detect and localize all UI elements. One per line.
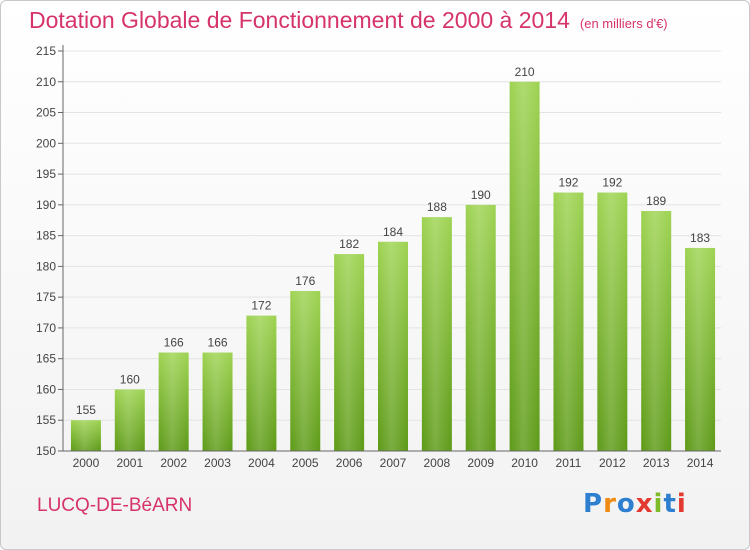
x-tick-label: 2005 (292, 456, 319, 470)
y-tick-label: 195 (36, 167, 56, 181)
chart-title-text: Dotation Globale de Fonctionnement de 20… (29, 7, 570, 33)
logo-letter: i (653, 489, 664, 519)
y-tick-label: 170 (36, 321, 56, 335)
chart-subtitle: (en milliers d'€) (579, 16, 668, 31)
bar-highlight (465, 204, 496, 451)
logo-letter: P (583, 489, 604, 519)
y-tick-label: 185 (36, 229, 56, 243)
bar-value-label: 190 (471, 188, 491, 202)
bar-highlight (421, 217, 452, 451)
y-tick-label: 205 (36, 106, 56, 120)
bar-highlight (70, 420, 101, 451)
logo-letter: i (676, 489, 687, 519)
bar-value-label: 166 (208, 336, 228, 350)
bar-value-label: 155 (76, 403, 96, 417)
y-tick-label: 150 (36, 444, 56, 458)
bar-value-label: 192 (602, 176, 622, 190)
y-tick-label: 210 (36, 75, 56, 89)
bar-value-label: 183 (690, 231, 710, 245)
x-tick-label: 2002 (160, 456, 187, 470)
x-tick-label: 2007 (380, 456, 407, 470)
bar-highlight (685, 247, 716, 451)
bar-highlight (597, 192, 628, 452)
bar-value-label: 189 (646, 194, 666, 208)
bar-highlight (290, 291, 321, 451)
bar-value-label: 176 (295, 274, 315, 288)
y-tick-label: 200 (36, 136, 56, 150)
axes (62, 45, 721, 452)
logo-letter: r (603, 489, 617, 519)
x-tick-label: 2011 (556, 456, 582, 470)
proxiti-logo[interactable]: Proxiti (583, 489, 687, 519)
y-tick-label: 165 (36, 352, 56, 366)
bar-highlight (509, 81, 540, 452)
x-tick-label: 2004 (248, 456, 275, 470)
bar-value-label: 210 (515, 65, 535, 79)
y-tick-label: 155 (36, 413, 56, 427)
y-tick-label: 215 (36, 44, 56, 58)
y-tick-label: 190 (36, 198, 56, 212)
bar-highlight (158, 352, 189, 451)
bar-highlight (553, 192, 584, 452)
bar-value-label: 188 (427, 200, 447, 214)
logo-letter: t (663, 489, 677, 519)
x-tick-label: 2000 (73, 456, 100, 470)
bar-value-label: 166 (164, 336, 184, 350)
x-tick-label: 2009 (467, 456, 494, 470)
bar-highlight (246, 315, 277, 451)
bar-highlight (378, 241, 408, 451)
x-tick-label: 2014 (687, 456, 714, 470)
x-axis-ticks: 2000 2001 2002 2003 2004 2005 2006 2007 2008 2009… (73, 456, 714, 470)
y-axis-ticks: 150 155 160 165 170 175 180 185 190 195 200 205 210 2… (36, 44, 63, 458)
bar-value-label: 182 (339, 237, 359, 251)
y-tick-label: 180 (36, 259, 56, 273)
y-tick-label: 175 (36, 290, 56, 304)
bar-highlight (641, 211, 672, 451)
chart-title: Dotation Globale de Fonctionnement de 20… (29, 7, 668, 34)
y-tick-label: 160 (36, 382, 56, 396)
x-tick-label: 2012 (599, 456, 626, 470)
bar-value-label: 192 (558, 176, 578, 190)
x-tick-label: 2006 (336, 456, 363, 470)
bar-value-label: 160 (120, 372, 140, 386)
commune-name: LUCQ-DE-BéARN (37, 495, 193, 516)
bar-highlight (334, 254, 365, 451)
x-tick-label: 2013 (643, 456, 670, 470)
bar-highlight (202, 352, 233, 451)
logo-letter: o (616, 489, 636, 519)
bar-value-label: 172 (251, 299, 271, 313)
x-tick-label: 2008 (424, 456, 451, 470)
bars: 155 160 166 166 172 176 182 184 188 190 210 192 192 1… (70, 65, 716, 452)
x-tick-label: 2010 (511, 456, 538, 470)
x-tick-label: 2001 (116, 456, 143, 470)
logo-letter: x (635, 489, 654, 519)
bar-value-label: 184 (383, 225, 403, 239)
x-tick-label: 2003 (204, 456, 231, 470)
bar-highlight (114, 389, 145, 451)
